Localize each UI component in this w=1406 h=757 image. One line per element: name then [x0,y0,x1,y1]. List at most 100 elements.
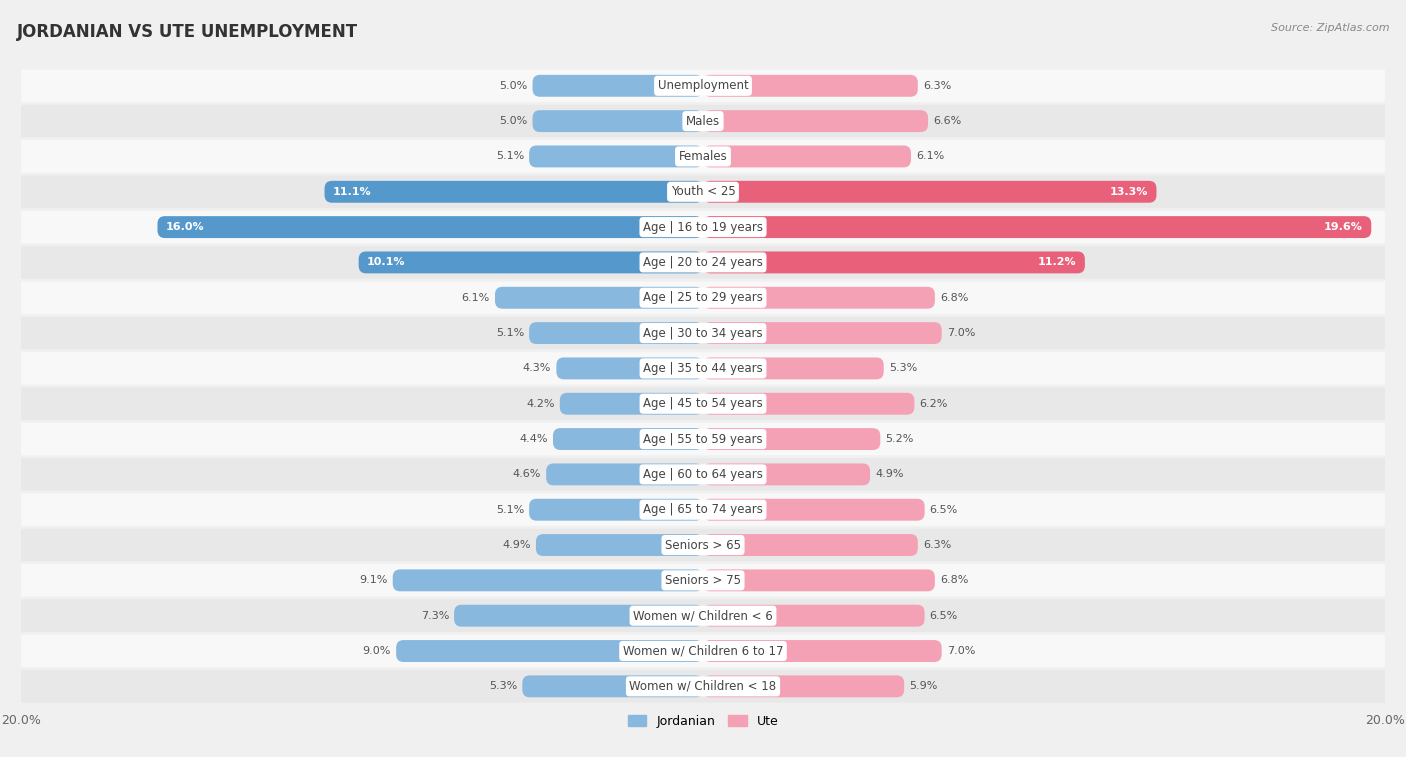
Text: 4.2%: 4.2% [526,399,555,409]
Text: 11.2%: 11.2% [1038,257,1077,267]
Text: 5.1%: 5.1% [496,151,524,161]
Text: Age | 55 to 59 years: Age | 55 to 59 years [643,432,763,446]
Text: 9.1%: 9.1% [360,575,388,585]
FancyBboxPatch shape [533,75,703,97]
Text: Males: Males [686,114,720,128]
Text: 6.8%: 6.8% [941,575,969,585]
FancyBboxPatch shape [536,534,703,556]
Text: 6.3%: 6.3% [922,540,952,550]
FancyBboxPatch shape [21,246,1385,279]
FancyBboxPatch shape [703,322,942,344]
Text: 5.3%: 5.3% [489,681,517,691]
FancyBboxPatch shape [359,251,703,273]
Text: 11.1%: 11.1% [333,187,371,197]
Text: 10.1%: 10.1% [367,257,406,267]
Text: Age | 30 to 34 years: Age | 30 to 34 years [643,326,763,340]
Text: Women w/ Children < 6: Women w/ Children < 6 [633,609,773,622]
FancyBboxPatch shape [703,75,918,97]
Text: 7.0%: 7.0% [946,646,976,656]
FancyBboxPatch shape [529,322,703,344]
FancyBboxPatch shape [21,211,1385,243]
FancyBboxPatch shape [703,217,1371,238]
Text: JORDANIAN VS UTE UNEMPLOYMENT: JORDANIAN VS UTE UNEMPLOYMENT [17,23,359,41]
Text: 9.0%: 9.0% [363,646,391,656]
Text: 5.0%: 5.0% [499,81,527,91]
FancyBboxPatch shape [21,317,1385,349]
FancyBboxPatch shape [703,393,914,415]
Text: 4.3%: 4.3% [523,363,551,373]
Text: Females: Females [679,150,727,163]
Text: 7.0%: 7.0% [946,328,976,338]
Text: 6.2%: 6.2% [920,399,948,409]
Text: Seniors > 75: Seniors > 75 [665,574,741,587]
FancyBboxPatch shape [21,105,1385,137]
Text: 13.3%: 13.3% [1109,187,1147,197]
FancyBboxPatch shape [553,428,703,450]
FancyBboxPatch shape [703,534,918,556]
FancyBboxPatch shape [703,605,925,627]
FancyBboxPatch shape [522,675,703,697]
Text: Source: ZipAtlas.com: Source: ZipAtlas.com [1271,23,1389,33]
FancyBboxPatch shape [21,458,1385,491]
Text: Women w/ Children < 18: Women w/ Children < 18 [630,680,776,693]
Text: 5.2%: 5.2% [886,434,914,444]
FancyBboxPatch shape [703,640,942,662]
Text: Age | 20 to 24 years: Age | 20 to 24 years [643,256,763,269]
Text: Youth < 25: Youth < 25 [671,185,735,198]
Text: Unemployment: Unemployment [658,79,748,92]
Text: 4.9%: 4.9% [502,540,531,550]
FancyBboxPatch shape [396,640,703,662]
Text: 4.6%: 4.6% [513,469,541,479]
FancyBboxPatch shape [21,70,1385,102]
Text: 4.4%: 4.4% [519,434,548,444]
Text: 16.0%: 16.0% [166,222,205,232]
FancyBboxPatch shape [703,287,935,309]
Text: 6.8%: 6.8% [941,293,969,303]
FancyBboxPatch shape [703,111,928,132]
FancyBboxPatch shape [21,564,1385,597]
Text: Age | 25 to 29 years: Age | 25 to 29 years [643,291,763,304]
FancyBboxPatch shape [703,181,1157,203]
FancyBboxPatch shape [703,145,911,167]
Text: 6.5%: 6.5% [929,611,957,621]
FancyBboxPatch shape [529,145,703,167]
Text: 5.1%: 5.1% [496,505,524,515]
Text: 5.3%: 5.3% [889,363,917,373]
FancyBboxPatch shape [703,463,870,485]
FancyBboxPatch shape [546,463,703,485]
FancyBboxPatch shape [21,176,1385,208]
Text: 4.9%: 4.9% [875,469,904,479]
Text: Seniors > 65: Seniors > 65 [665,538,741,552]
Text: Age | 16 to 19 years: Age | 16 to 19 years [643,220,763,234]
Text: 6.5%: 6.5% [929,505,957,515]
Text: Age | 60 to 64 years: Age | 60 to 64 years [643,468,763,481]
FancyBboxPatch shape [21,670,1385,702]
FancyBboxPatch shape [533,111,703,132]
Text: Age | 45 to 54 years: Age | 45 to 54 years [643,397,763,410]
Text: Age | 35 to 44 years: Age | 35 to 44 years [643,362,763,375]
FancyBboxPatch shape [21,529,1385,561]
Text: 5.9%: 5.9% [910,681,938,691]
FancyBboxPatch shape [703,499,925,521]
Text: 6.3%: 6.3% [922,81,952,91]
FancyBboxPatch shape [21,282,1385,314]
FancyBboxPatch shape [21,635,1385,667]
Text: 5.0%: 5.0% [499,116,527,126]
FancyBboxPatch shape [21,423,1385,455]
FancyBboxPatch shape [454,605,703,627]
Text: 6.1%: 6.1% [917,151,945,161]
Legend: Jordanian, Ute: Jordanian, Ute [623,710,783,733]
FancyBboxPatch shape [703,569,935,591]
FancyBboxPatch shape [703,428,880,450]
FancyBboxPatch shape [703,675,904,697]
FancyBboxPatch shape [703,251,1085,273]
Text: Age | 65 to 74 years: Age | 65 to 74 years [643,503,763,516]
Text: 7.3%: 7.3% [420,611,449,621]
Text: 19.6%: 19.6% [1324,222,1362,232]
FancyBboxPatch shape [325,181,703,203]
FancyBboxPatch shape [560,393,703,415]
Text: 6.1%: 6.1% [461,293,489,303]
FancyBboxPatch shape [21,388,1385,420]
FancyBboxPatch shape [703,357,884,379]
FancyBboxPatch shape [157,217,703,238]
